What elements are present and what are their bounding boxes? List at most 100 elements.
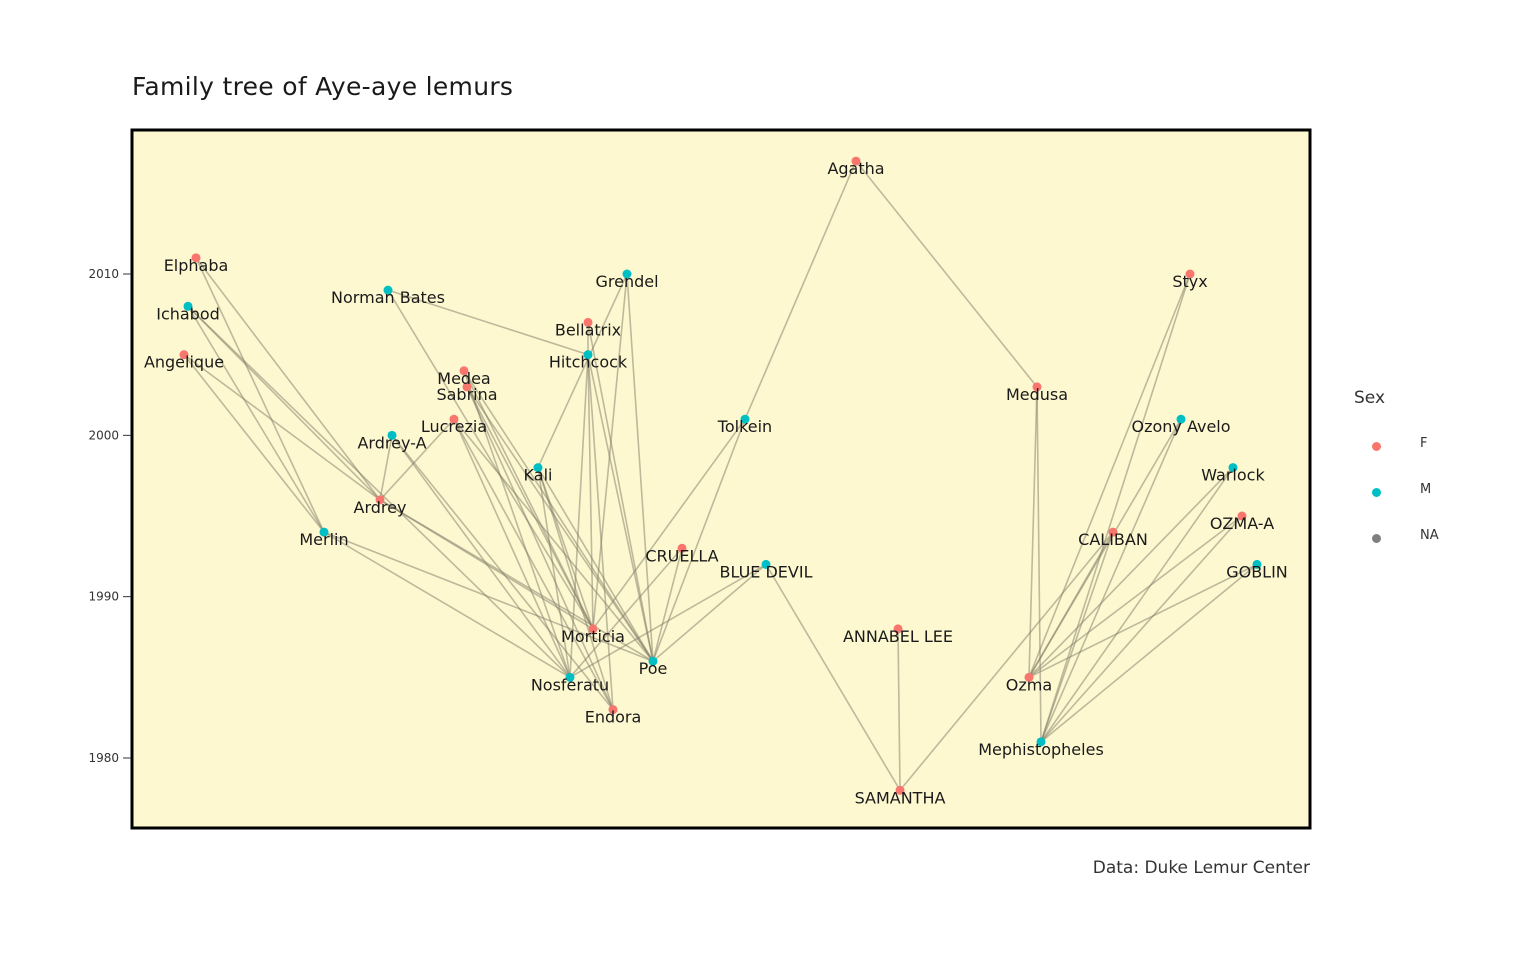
edge-grendel-poe	[626, 273, 654, 662]
node-label-medea: Medea	[437, 369, 490, 388]
edge-lucrezia-endora	[453, 418, 614, 710]
edge-medea-nosferatu	[463, 370, 571, 678]
y-tick-label-2010: 2010	[88, 267, 119, 281]
node-grendel	[622, 269, 632, 279]
edge-kali-endora	[537, 467, 614, 710]
edge-ardrey-a-ardrey	[379, 435, 393, 501]
y-tick-label-2000: 2000	[88, 428, 119, 442]
edge-kali-nosferatu	[537, 467, 571, 678]
node-annabel-lee	[893, 624, 903, 634]
node-label-elphaba: Elphaba	[164, 256, 229, 275]
node-mephistopheles	[1036, 737, 1046, 747]
edge-angelique-ardrey	[183, 354, 381, 501]
edge-kali-morticia	[537, 467, 594, 630]
edge-norman-bates-morticia	[387, 289, 594, 630]
edge-sabrina-morticia	[466, 386, 594, 630]
node-elphaba	[191, 253, 201, 263]
edge-blue-devil-samantha	[765, 563, 901, 791]
edge-goblin-mephistopheles	[1040, 563, 1258, 743]
node-angelique	[179, 350, 189, 360]
node-bellatrix	[583, 317, 593, 327]
edge-goblin-ozma	[1028, 563, 1258, 679]
node-label-cruella: CRUELLA	[645, 546, 718, 565]
edges-layer	[183, 160, 1258, 791]
node-label-samantha: SAMANTHA	[855, 788, 946, 807]
node-blue-devil	[761, 559, 771, 569]
edge-bellatrix-poe	[587, 322, 654, 662]
nodes-layer	[179, 156, 1262, 795]
edge-ozony-avelo-mephistopheles	[1040, 418, 1182, 743]
edge-merlin-nosferatu	[323, 531, 571, 679]
node-label-lucrezia: Lucrezia	[421, 417, 487, 436]
node-samantha	[895, 785, 905, 795]
node-label-merlin: Merlin	[299, 530, 348, 549]
node-label-angelique: Angelique	[144, 353, 224, 372]
edge-ichabod-nosferatu	[187, 305, 571, 678]
legend-title: Sex	[1354, 388, 1386, 408]
y-axis: 1980 1990 2000 2010	[88, 267, 131, 765]
node-goblin	[1252, 559, 1262, 569]
node-sabrina	[462, 382, 472, 392]
node-ozony-avelo	[1176, 414, 1186, 424]
edge-elphaba-merlin	[195, 257, 325, 533]
edge-merlin-poe	[323, 531, 654, 662]
edge-agatha-tolkein	[744, 160, 857, 420]
edge-ichabod-ardrey	[187, 305, 381, 501]
edge-medusa-mephistopheles	[1036, 386, 1042, 742]
legend-label-m: M	[1420, 482, 1432, 497]
edge-lucrezia-ardrey	[379, 418, 455, 501]
node-medea	[459, 366, 469, 376]
edge-caliban-mephistopheles	[1040, 531, 1114, 743]
node-labels-layer: Agatha Elphaba Ichabod Angelique Norman Bate…	[144, 159, 1288, 807]
edge-styx-ozma	[1028, 273, 1191, 678]
plot-panel	[130, 128, 1312, 830]
node-label-mephistopheles: Mephistopheles	[978, 740, 1104, 759]
edge-ardrey-a-nosferatu	[391, 434, 571, 678]
node-label-agatha: Agatha	[827, 159, 884, 178]
node-medusa	[1032, 382, 1042, 392]
node-endora	[608, 705, 618, 715]
edge-cruella-nosferatu	[569, 547, 683, 678]
edge-angelique-merlin	[183, 354, 325, 533]
node-label-medusa: Medusa	[1006, 385, 1068, 404]
node-label-warlock: Warlock	[1201, 466, 1265, 485]
node-lucrezia	[449, 414, 459, 424]
legend-item-na: NA	[1354, 520, 1474, 566]
node-label-ozma: Ozma	[1006, 675, 1052, 694]
node-ardrey	[375, 495, 385, 505]
node-tolkein	[740, 414, 750, 424]
edge-norman-bates-hitchcock	[387, 289, 589, 356]
node-kali	[533, 463, 543, 473]
edge-ichabod-merlin	[187, 305, 325, 533]
node-ichabod	[183, 301, 193, 311]
node-label-ozony-avelo: Ozony Avelo	[1131, 417, 1230, 436]
node-hitchcock	[583, 350, 593, 360]
node-label-caliban: CALIBAN	[1078, 530, 1148, 549]
y-tick-label-1990: 1990	[88, 590, 119, 604]
edge-tolkein-morticia	[592, 418, 746, 630]
node-label-endora: Endora	[585, 708, 642, 727]
legend-item-m: M	[1354, 474, 1474, 520]
node-agatha	[851, 156, 861, 166]
node-morticia	[588, 624, 598, 634]
node-ozma	[1024, 672, 1034, 682]
legend: Sex F M NA	[1354, 388, 1439, 543]
node-label-bellatrix: Bellatrix	[555, 320, 621, 339]
edge-lucrezia-nosferatu	[453, 418, 571, 678]
node-label-sabrina: Sabrina	[436, 385, 497, 404]
edge-hitchcock-morticia	[587, 354, 594, 629]
node-label-blue-devil: BLUE DEVIL	[719, 562, 812, 581]
edge-hitchcock-poe	[587, 354, 654, 662]
node-ozma-a	[1237, 511, 1247, 521]
edge-samantha-caliban	[899, 531, 1114, 791]
legend-swatch-na	[1372, 534, 1381, 543]
node-label-norman-bates: Norman Bates	[331, 288, 445, 307]
edge-styx-mephistopheles	[1040, 273, 1191, 743]
node-label-nosferatu: Nosferatu	[531, 675, 609, 694]
edge-medusa-ozma	[1028, 386, 1038, 678]
legend-swatch-f	[1372, 442, 1381, 451]
legend-label-na: NA	[1420, 528, 1439, 543]
edge-ozma-a-mephistopheles	[1040, 515, 1243, 743]
edge-warlock-ozma	[1028, 467, 1234, 678]
node-merlin	[319, 527, 329, 537]
